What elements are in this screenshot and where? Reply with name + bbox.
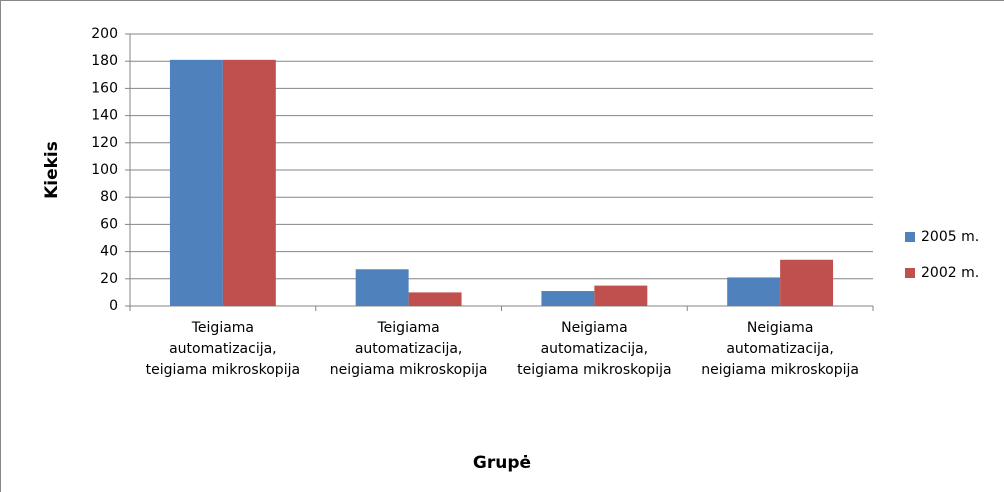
- x-tick-label: Teigiama automatizacija, teigiama mikros…: [145, 320, 301, 378]
- bar: [780, 259, 834, 306]
- x-tick-label: Neigiama automatizacija, teigiama mikros…: [517, 320, 672, 378]
- bar: [727, 277, 781, 306]
- y-tick-label: 20: [100, 271, 118, 287]
- x-axis-label: Grupė: [473, 453, 531, 473]
- bar: [169, 59, 223, 307]
- bar: [222, 59, 276, 307]
- x-tick-label: Neigiama automatizacija, neigiama mikros…: [701, 320, 859, 378]
- y-tick-label: 160: [91, 80, 118, 96]
- y-tick-label: 120: [91, 135, 118, 151]
- legend-swatch: [905, 268, 915, 278]
- y-tick-label: 0: [109, 298, 118, 314]
- y-tick-label: 100: [91, 162, 118, 178]
- bar: [541, 291, 595, 306]
- legend-label: 2005 m.: [921, 229, 979, 245]
- y-axis-label: Kiekis: [42, 141, 62, 199]
- y-tick-label: 40: [100, 244, 118, 260]
- y-tick-label: 60: [100, 216, 118, 232]
- legend-label: 2002 m.: [921, 265, 979, 281]
- y-tick-label: 80: [100, 189, 118, 205]
- bar: [594, 285, 648, 306]
- legend-swatch: [905, 232, 915, 242]
- y-tick-label: 140: [91, 108, 118, 124]
- bar: [355, 269, 409, 306]
- bar: [408, 292, 462, 306]
- y-tick-label: 200: [91, 26, 118, 42]
- x-tick-label: Teigiama automatizacija, neigiama mikros…: [329, 320, 488, 378]
- y-tick-label: 180: [91, 53, 118, 69]
